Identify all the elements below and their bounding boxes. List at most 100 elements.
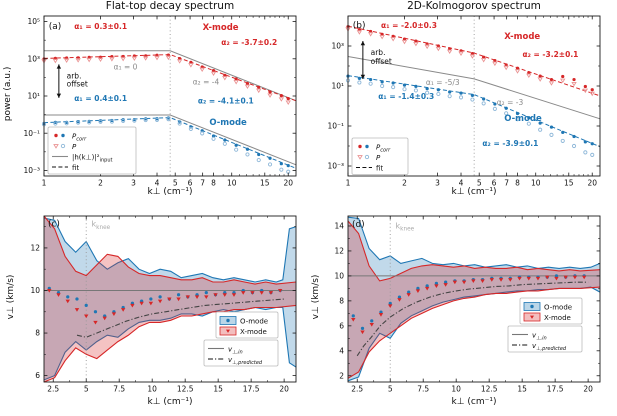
- data-point-marker: [98, 119, 103, 124]
- y-tick-label: 10¹: [27, 92, 40, 101]
- data-point-marker: [188, 126, 193, 131]
- data-point-marker: [549, 125, 554, 129]
- data-point-marker: [185, 295, 191, 299]
- x-tick-label: 5: [388, 385, 393, 394]
- data-point-marker: [590, 152, 595, 157]
- data-point-marker: [444, 280, 448, 284]
- panel-a-title: Flat-top decay spectrum: [105, 0, 235, 12]
- x-tick-label: 6: [188, 179, 193, 188]
- x-tick-label: 2: [402, 179, 407, 188]
- data-point-marker: [285, 100, 291, 105]
- data-point-marker: [279, 162, 283, 166]
- annotation: O-mode: [504, 114, 542, 124]
- data-point-marker: [148, 301, 154, 306]
- data-point-marker: [436, 88, 440, 92]
- data-point-marker: [176, 59, 183, 64]
- data-point-marker: [158, 295, 162, 299]
- legend-label: P: [72, 143, 77, 151]
- fit-xmode-line: [347, 25, 601, 97]
- data-point-marker: [93, 320, 98, 325]
- band-omode-lower-edge: [43, 306, 297, 381]
- input-omode-line: [44, 114, 297, 166]
- panel-b-title: 2D-Kolmogorov spectrum: [407, 0, 541, 12]
- data-point-marker: [424, 44, 430, 50]
- data-point-marker: [530, 304, 534, 309]
- data-point-marker: [250, 291, 255, 295]
- x-tick-label: 12.5: [177, 385, 194, 394]
- y-tick-label: 10: [334, 272, 344, 281]
- data-point-marker: [380, 80, 384, 84]
- data-point-marker: [561, 74, 565, 79]
- y-tick-label: 12: [30, 244, 40, 253]
- data-point-marker: [149, 297, 153, 301]
- annotation: (c): [48, 220, 60, 230]
- legend-label: v⊥,in: [532, 331, 547, 341]
- data-point-marker: [351, 318, 356, 322]
- y-tick-label: 10⁻³: [23, 166, 40, 175]
- data-point-marker: [572, 275, 578, 280]
- v-predicted-line: [356, 281, 589, 357]
- data-point-marker: [257, 85, 261, 90]
- data-point-marker: [379, 34, 385, 40]
- data-point-marker: [446, 49, 453, 55]
- data-point-marker: [436, 44, 440, 48]
- arb-offset-arrow: [360, 41, 366, 79]
- annotation: arb.: [371, 48, 386, 57]
- data-point-marker: [379, 310, 383, 314]
- data-point-marker: [549, 132, 554, 137]
- x-tick-label: 1: [42, 179, 47, 188]
- legend-box: [519, 297, 583, 325]
- data-point-marker: [416, 286, 420, 291]
- data-point-marker: [537, 77, 543, 82]
- data-point-marker: [548, 81, 555, 86]
- data-point-marker: [448, 90, 452, 94]
- x-tick-label: 20: [583, 385, 593, 394]
- data-point-marker: [571, 81, 577, 87]
- data-point-marker: [504, 111, 509, 116]
- y-tick-label: 8: [339, 296, 344, 305]
- data-point-marker: [436, 91, 441, 97]
- data-point-marker: [391, 85, 396, 90]
- data-point-marker: [226, 329, 230, 333]
- y-tick-label: 4: [339, 346, 344, 355]
- data-point-marker: [397, 298, 402, 302]
- data-point-marker: [84, 314, 89, 319]
- y-tick-label: 10¹: [331, 82, 344, 91]
- data-point-marker: [279, 167, 284, 172]
- data-point-marker: [194, 295, 200, 299]
- x-tick-label: 2: [98, 179, 103, 188]
- y-tick-label: 2: [339, 371, 344, 380]
- data-point-marker: [452, 280, 458, 285]
- data-point-marker: [480, 57, 487, 63]
- y-tick-label: 10³: [27, 54, 40, 63]
- data-point-marker: [357, 80, 362, 85]
- annotation: α₁ = 0.4±0.1: [74, 94, 127, 103]
- legend-label: Pcorr: [72, 132, 87, 142]
- data-point-marker: [434, 281, 439, 286]
- data-point-marker: [508, 278, 513, 282]
- data-point-marker: [515, 66, 520, 70]
- x-tick-label: 5: [173, 179, 178, 188]
- data-point-marker: [157, 299, 163, 304]
- data-point-marker: [74, 308, 80, 312]
- data-point-marker: [370, 319, 374, 323]
- x-tick-label: 12.5: [481, 385, 498, 394]
- data-point-marker: [414, 84, 418, 88]
- data-point-marker: [402, 83, 407, 87]
- fit-omode-line: [43, 117, 297, 169]
- plot-border: [43, 215, 297, 383]
- data-point-marker: [458, 51, 464, 57]
- data-point-marker: [351, 314, 355, 318]
- y-tick-label: 6: [339, 321, 344, 330]
- y-tick-label: 10⁵: [27, 17, 40, 26]
- annotation: α₂ = -3.2±0.1: [522, 50, 578, 59]
- data-point-marker: [492, 106, 497, 111]
- data-point-marker: [482, 97, 486, 101]
- data-point-marker: [447, 94, 452, 99]
- data-point-marker: [267, 93, 273, 98]
- annotation: α₂ = -4.1±0.1: [198, 96, 254, 105]
- data-point-marker: [204, 291, 208, 295]
- data-point-marker: [378, 313, 384, 317]
- data-point-marker: [470, 93, 475, 97]
